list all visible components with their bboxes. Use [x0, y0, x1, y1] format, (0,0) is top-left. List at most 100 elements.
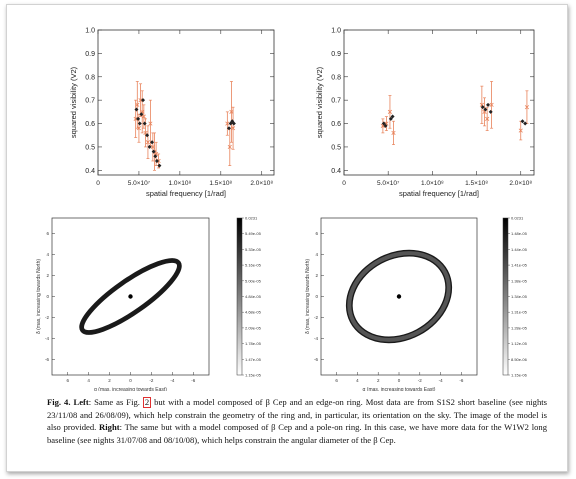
- x-tick-label: 0: [129, 378, 132, 383]
- model-point: [486, 102, 491, 107]
- observed-point: [227, 144, 232, 150]
- y-tick-label: 2: [46, 273, 49, 278]
- model-point: [139, 112, 144, 117]
- model-point: [147, 144, 152, 149]
- model-point: [231, 121, 236, 126]
- x-tick-label: 5.0×10⁷: [128, 180, 151, 187]
- model-point: [137, 121, 142, 126]
- colorbar-label: 1.12e-05: [511, 341, 528, 346]
- observed-point: [135, 102, 140, 107]
- observed-point: [230, 126, 236, 131]
- x-tick-label: 2.0×10⁸: [250, 180, 273, 187]
- x-tick-label: 4: [356, 378, 359, 383]
- y-tick-label: 0.9: [85, 51, 95, 58]
- colorbar: [502, 217, 509, 376]
- y-tick-label: -4: [314, 336, 318, 341]
- y-tick-label: -6: [314, 357, 318, 362]
- y-tick-label: 0.7: [85, 98, 95, 105]
- y-tick-label: 0.5: [331, 144, 341, 151]
- y-tick-label: 0.8: [85, 74, 95, 81]
- observed-point: [136, 126, 142, 131]
- observed-point: [141, 114, 146, 119]
- observed-point: [138, 98, 143, 103]
- y-tick-label: 0.8: [331, 74, 341, 81]
- colorbar-label: 0.0231: [245, 216, 258, 221]
- y-tick-label: 4: [315, 252, 318, 257]
- x-tick-label: -4: [439, 378, 443, 383]
- colorbar-label: 5.49e-05: [245, 231, 262, 236]
- observed-point: [387, 109, 393, 114]
- scatter-chart-left: 0.4 0.5 0.6 0.7 0.8 0.9 1.0 0 5.0×10⁷ 1.0×10⁸ 1.5×…: [69, 28, 275, 198]
- model-point: [141, 98, 146, 103]
- caption-label: Fig. 4.: [47, 397, 71, 407]
- y-tick-label: 2: [315, 273, 318, 278]
- y-tick-label: 0: [315, 294, 318, 299]
- model-point: [480, 105, 485, 110]
- colorbar-label: 4.68e-05: [245, 310, 262, 315]
- colorbar: [236, 217, 243, 376]
- y-tick-label: 0.5: [85, 144, 95, 151]
- x-tick-label: 5.0×10⁷: [377, 180, 400, 187]
- x-tick-label: 2: [377, 378, 380, 383]
- colorbar-label: 5.16e-05: [245, 263, 262, 268]
- model-point: [383, 123, 388, 128]
- y-tick-label: 6: [46, 231, 49, 236]
- y-tick-label: 0: [46, 294, 49, 299]
- colorbar-label: 1.44e-05: [511, 247, 528, 252]
- observed-point: [485, 116, 490, 121]
- star: [128, 294, 133, 299]
- y-tick-label: -2: [314, 315, 318, 320]
- caption-right-label: Right: [99, 422, 120, 433]
- colorbar-label: 8.50e-06: [511, 357, 528, 362]
- model-point: [150, 140, 155, 145]
- colorbar-label: 1.78e-05: [245, 341, 262, 346]
- figure-ref-link[interactable]: 2: [142, 397, 152, 408]
- colorbar-label: 2.09e-05: [245, 325, 262, 330]
- x-axis-label: spatial frequency [1/rad]: [146, 189, 226, 198]
- colorbar-label: 1.31e-05: [511, 310, 528, 315]
- caption-left-label: Left: [73, 397, 89, 407]
- y-axis-label: squared visibility (V2): [69, 66, 78, 138]
- star: [396, 294, 402, 299]
- y-tick-label: -4: [45, 336, 49, 341]
- model-point: [157, 163, 162, 168]
- plot-frame: [97, 29, 275, 176]
- x-tick-label: 0: [96, 180, 100, 187]
- observed-point: [145, 140, 151, 145]
- scatter-chart-right: 0.4 0.5 0.6 0.7 0.8 0.9 1.0 0 5.0×10⁷ 1.0×10⁸ 1.5×…: [315, 28, 535, 198]
- ring: [79, 258, 182, 335]
- observed-point: [148, 121, 153, 126]
- caption-part2: but with a model composed of β Cep and a…: [47, 397, 547, 433]
- y-axis-label: δ (mas, increasing towards North): [36, 259, 42, 334]
- model-image-right: 6 4 2 0 -2 -4 -6 -6 -4 -2 0 2 4 6 α (mas, increasing t…: [305, 216, 528, 392]
- model-point: [483, 107, 488, 112]
- y-tick-label: -6: [45, 357, 49, 362]
- caption-part1: : Same as Fig.: [88, 397, 143, 407]
- observed-point: [133, 116, 138, 121]
- colorbar-label: 1.41e-05: [511, 263, 528, 268]
- colorbar-label: 5.33e-05: [245, 247, 262, 252]
- x-tick-label: 1.5×10⁸: [465, 180, 488, 187]
- y-tick-label: 4: [46, 252, 49, 257]
- observed-point: [150, 144, 155, 150]
- model-point: [523, 121, 528, 126]
- colorbar-label: 1.38e-05: [511, 278, 528, 283]
- model-point: [145, 133, 150, 138]
- colorbar-label: 5.00e-05: [245, 278, 262, 283]
- y-tick-label: 0.6: [331, 121, 341, 128]
- observed-point: [225, 121, 230, 126]
- y-axis-label: squared visibility (V2): [315, 66, 324, 138]
- plot-frame: [343, 29, 535, 176]
- model-point: [381, 121, 386, 126]
- observed-point: [518, 128, 523, 133]
- model-point: [136, 116, 141, 121]
- caption-part3: : The same but with a model composed of …: [47, 422, 547, 445]
- x-tick-label: -6: [459, 378, 463, 383]
- x-tick-label: 0: [342, 180, 346, 187]
- model-point: [154, 158, 159, 163]
- page-frame: 0.4 0.5 0.6 0.7 0.8 0.9 1.0 0 5.0×10⁷ 1.0×10⁸ 1.5×…: [6, 4, 568, 472]
- model-point: [151, 149, 156, 154]
- x-tick-label: -6: [191, 378, 195, 383]
- y-tick-label: 0.7: [331, 98, 341, 105]
- observed-point: [524, 105, 530, 110]
